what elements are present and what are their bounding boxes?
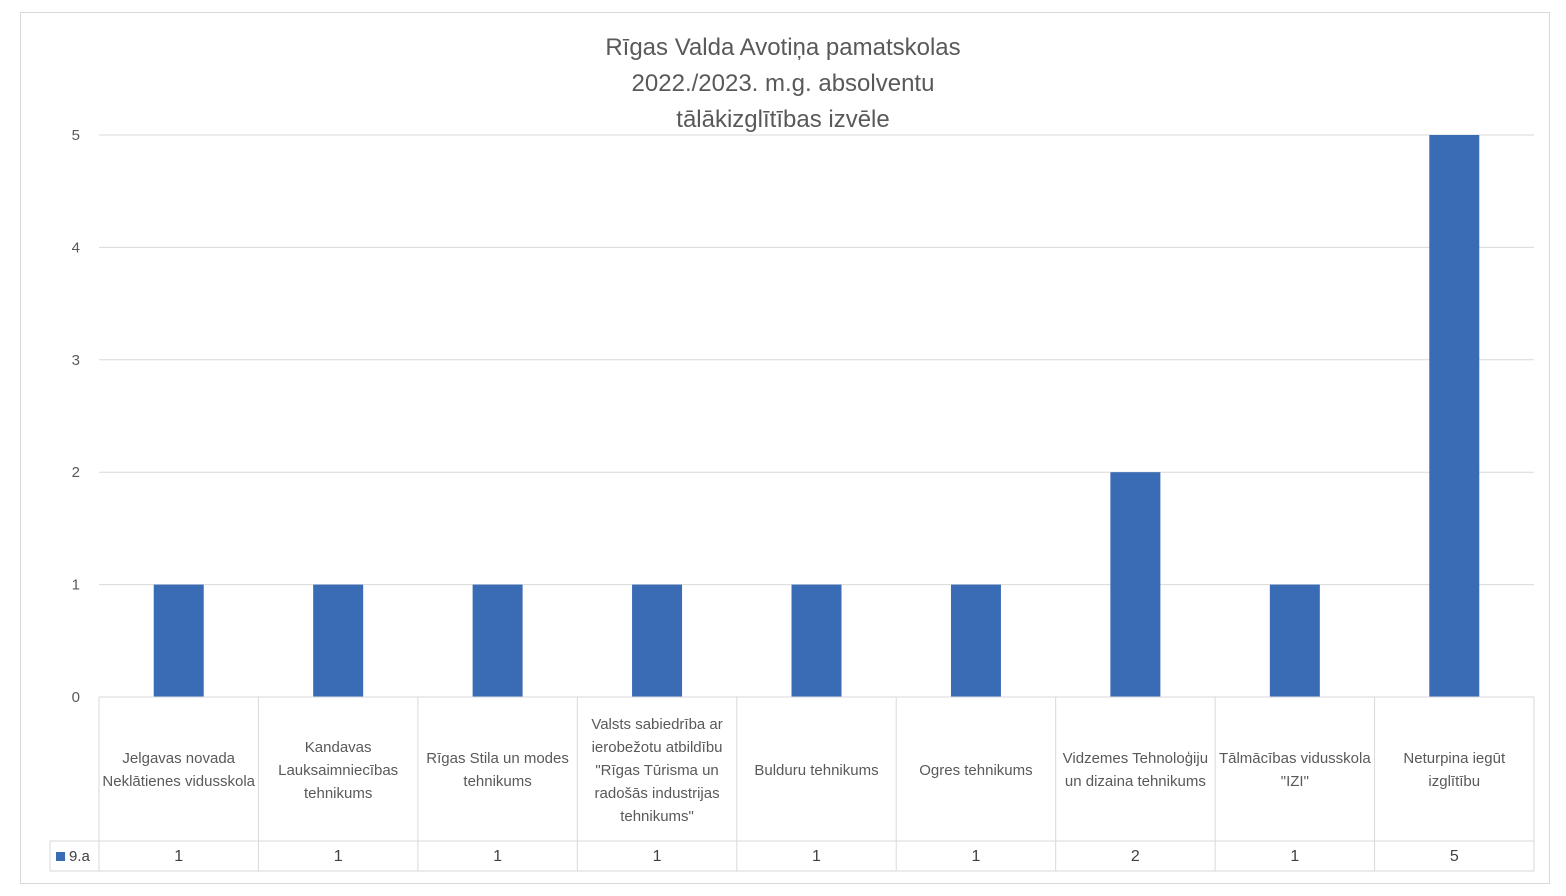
- bar: [1269, 584, 1320, 697]
- bar: [313, 584, 364, 697]
- category-label: Bulduru tehnikums: [754, 761, 879, 779]
- y-tick-label: 3: [72, 352, 80, 369]
- chart-title: Rīgas Valda Avotiņa pamatskolas 2022./20…: [0, 30, 1566, 138]
- y-tick-label: 2: [72, 464, 80, 481]
- series-swatch: [56, 852, 65, 861]
- chart-title-line-3: tālākizglītības izvēle: [676, 106, 890, 133]
- category-label: Kandavas Lauksaimniecības tehnikums: [278, 738, 399, 802]
- data-table-value: 5: [1449, 847, 1459, 865]
- chart-title-line-2: 2022./2023. m.g. absolventu: [631, 70, 935, 97]
- chart-title-line-1: Rīgas Valda Avotiņa pamatskolas: [605, 34, 961, 61]
- data-table-value: 1: [174, 847, 184, 865]
- bar: [1429, 135, 1480, 697]
- data-table-value: 1: [812, 847, 821, 865]
- data-table-value: 1: [971, 847, 981, 865]
- data-table-value: 2: [1130, 847, 1140, 865]
- category-label: Neturpina iegūt izglītību: [1403, 750, 1506, 790]
- category-label: Jelgavas novada Neklātienes vidusskola: [102, 750, 255, 790]
- bar: [791, 584, 842, 697]
- bar: [1110, 472, 1161, 697]
- bar: [153, 584, 204, 697]
- bar: [950, 584, 1001, 697]
- data-table-value: 1: [652, 847, 662, 865]
- series-key: 9.a: [50, 842, 99, 871]
- category-label: Ogres tehnikums: [919, 761, 1033, 779]
- category-label: Tālmācības vidusskola "IZI": [1218, 750, 1371, 790]
- data-table-value: 1: [1290, 847, 1300, 865]
- y-tick-label: 1: [72, 577, 80, 594]
- data-table-value: 1: [333, 847, 343, 865]
- bar: [632, 584, 683, 697]
- y-tick-label: 5: [72, 127, 80, 144]
- category-label: Rīgas Stila un modes tehnikums: [426, 750, 569, 790]
- bar: [472, 584, 523, 697]
- category-label: Vidzemes Tehnoloģiju un dizaina tehnikum…: [1062, 750, 1209, 790]
- data-table-value: 1: [493, 847, 503, 865]
- series-name: 9.a: [69, 848, 90, 865]
- y-tick-label: 4: [72, 239, 80, 256]
- category-label: Valsts sabiedrība ar ierobežotu atbildīb…: [591, 715, 723, 825]
- y-tick-label: 0: [72, 689, 80, 706]
- chart-frame: [20, 12, 1550, 884]
